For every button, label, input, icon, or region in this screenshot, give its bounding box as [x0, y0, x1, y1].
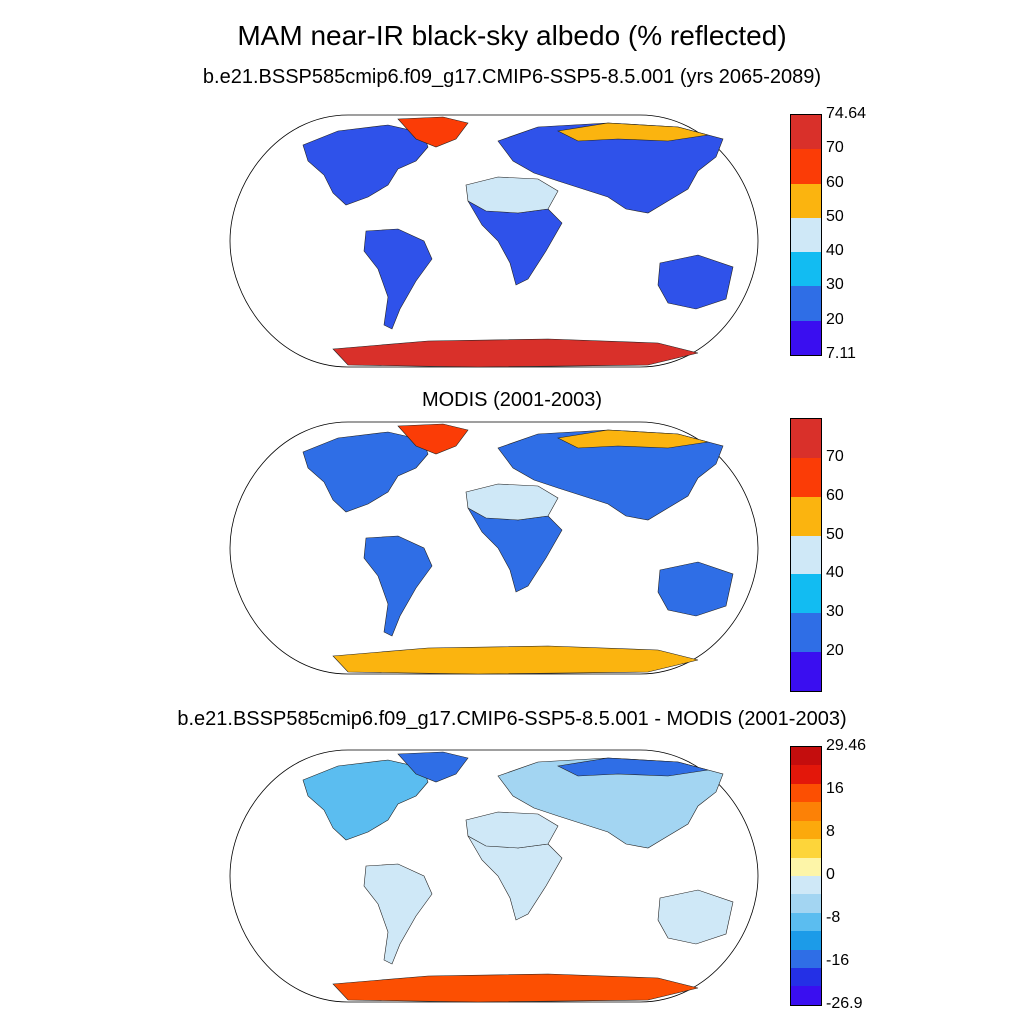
- colorbar-label: 7.11: [826, 345, 856, 362]
- greenland-region: [397, 751, 469, 783]
- colorbar-swatch: [791, 820, 821, 840]
- colorbar-swatch: [791, 252, 821, 287]
- colorbar-label: 30: [826, 276, 844, 294]
- north-america-region: [302, 759, 429, 841]
- antarctica-region: [332, 338, 699, 368]
- colorbar-swatch: [791, 457, 821, 497]
- colorbar-label: 40: [826, 564, 844, 582]
- panel-1-map: [229, 114, 759, 368]
- siberia-region: [557, 429, 709, 449]
- colorbar-swatch: [791, 747, 821, 766]
- colorbar-swatch: [791, 149, 821, 184]
- colorbar-label: 30: [826, 603, 844, 621]
- colorbar-label: 20: [826, 642, 844, 660]
- colorbar-label: 60: [826, 173, 844, 191]
- colorbar-swatch: [791, 419, 821, 458]
- colorbar-swatch: [791, 949, 821, 969]
- panel-2-colorbar: [790, 418, 822, 692]
- panel-3-colorbar: [790, 746, 822, 1006]
- colorbar-swatch: [791, 217, 821, 253]
- north-america-region: [302, 124, 429, 206]
- colorbar-label: 50: [826, 525, 844, 543]
- sahara-region: [465, 176, 559, 214]
- colorbar-label: 40: [826, 242, 844, 260]
- colorbar-swatch: [791, 912, 821, 932]
- greenland-region: [397, 116, 469, 148]
- south-america-region: [363, 228, 433, 330]
- colorbar-swatch: [791, 115, 821, 150]
- siberia-region: [557, 757, 709, 777]
- north-america-region: [302, 431, 429, 513]
- colorbar-label: 16: [826, 780, 844, 797]
- colorbar-label: 74.64: [826, 105, 867, 122]
- australia-region: [657, 254, 734, 310]
- sahara-region: [465, 811, 559, 849]
- panel-1-title: b.e21.BSSP585cmip6.f09_g17.CMIP6-SSP5-8.…: [202, 66, 822, 88]
- colorbar-swatch: [791, 496, 821, 536]
- colorbar-label: 70: [826, 447, 844, 465]
- colorbar-swatch: [791, 613, 821, 653]
- colorbar-swatch: [791, 652, 821, 691]
- colorbar-label: 8: [826, 823, 835, 840]
- panel-3-title: b.e21.BSSP585cmip6.f09_g17.CMIP6-SSP5-8.…: [177, 708, 847, 730]
- colorbar-label: 60: [826, 486, 844, 504]
- colorbar-swatch: [791, 894, 821, 913]
- colorbar-swatch: [791, 783, 821, 803]
- colorbar-label: 29.46: [826, 737, 867, 754]
- colorbar-swatch: [791, 968, 821, 987]
- colorbar-label: -8: [826, 909, 841, 926]
- colorbar-swatch: [791, 765, 821, 784]
- greenland-region: [397, 423, 469, 455]
- colorbar-swatch: [791, 875, 821, 895]
- sahara-region: [465, 483, 559, 521]
- antarctica-region: [332, 645, 699, 675]
- panel-3-map: [229, 749, 759, 1003]
- antarctica-region: [332, 973, 699, 1003]
- south-america-region: [363, 535, 433, 637]
- siberia-region: [557, 122, 709, 142]
- colorbar-swatch: [791, 931, 821, 950]
- colorbar-label: 70: [826, 139, 844, 157]
- main-title: MAM near-IR black-sky albedo (% reflecte…: [237, 20, 787, 51]
- colorbar-label: -26.9: [826, 995, 863, 1012]
- colorbar-swatch: [791, 802, 821, 821]
- colorbar-swatch: [791, 286, 821, 321]
- australia-region: [657, 561, 734, 617]
- panel-2-title: MODIS (2001-2003): [421, 389, 603, 411]
- colorbar-swatch: [791, 986, 821, 1005]
- colorbar-label: -16: [826, 952, 850, 969]
- colorbar-swatch: [791, 839, 821, 858]
- colorbar-label: 20: [826, 310, 844, 328]
- panel-2-map: [229, 421, 759, 675]
- colorbar-swatch: [791, 574, 821, 614]
- south-america-region: [363, 863, 433, 965]
- colorbar-label: 50: [826, 207, 844, 225]
- colorbar-label: 0: [826, 866, 835, 883]
- colorbar-swatch: [791, 535, 821, 575]
- australia-region: [657, 889, 734, 945]
- colorbar-swatch: [791, 183, 821, 218]
- colorbar-swatch: [791, 857, 821, 876]
- colorbar-swatch: [791, 320, 821, 355]
- panel-1-colorbar: [790, 114, 822, 356]
